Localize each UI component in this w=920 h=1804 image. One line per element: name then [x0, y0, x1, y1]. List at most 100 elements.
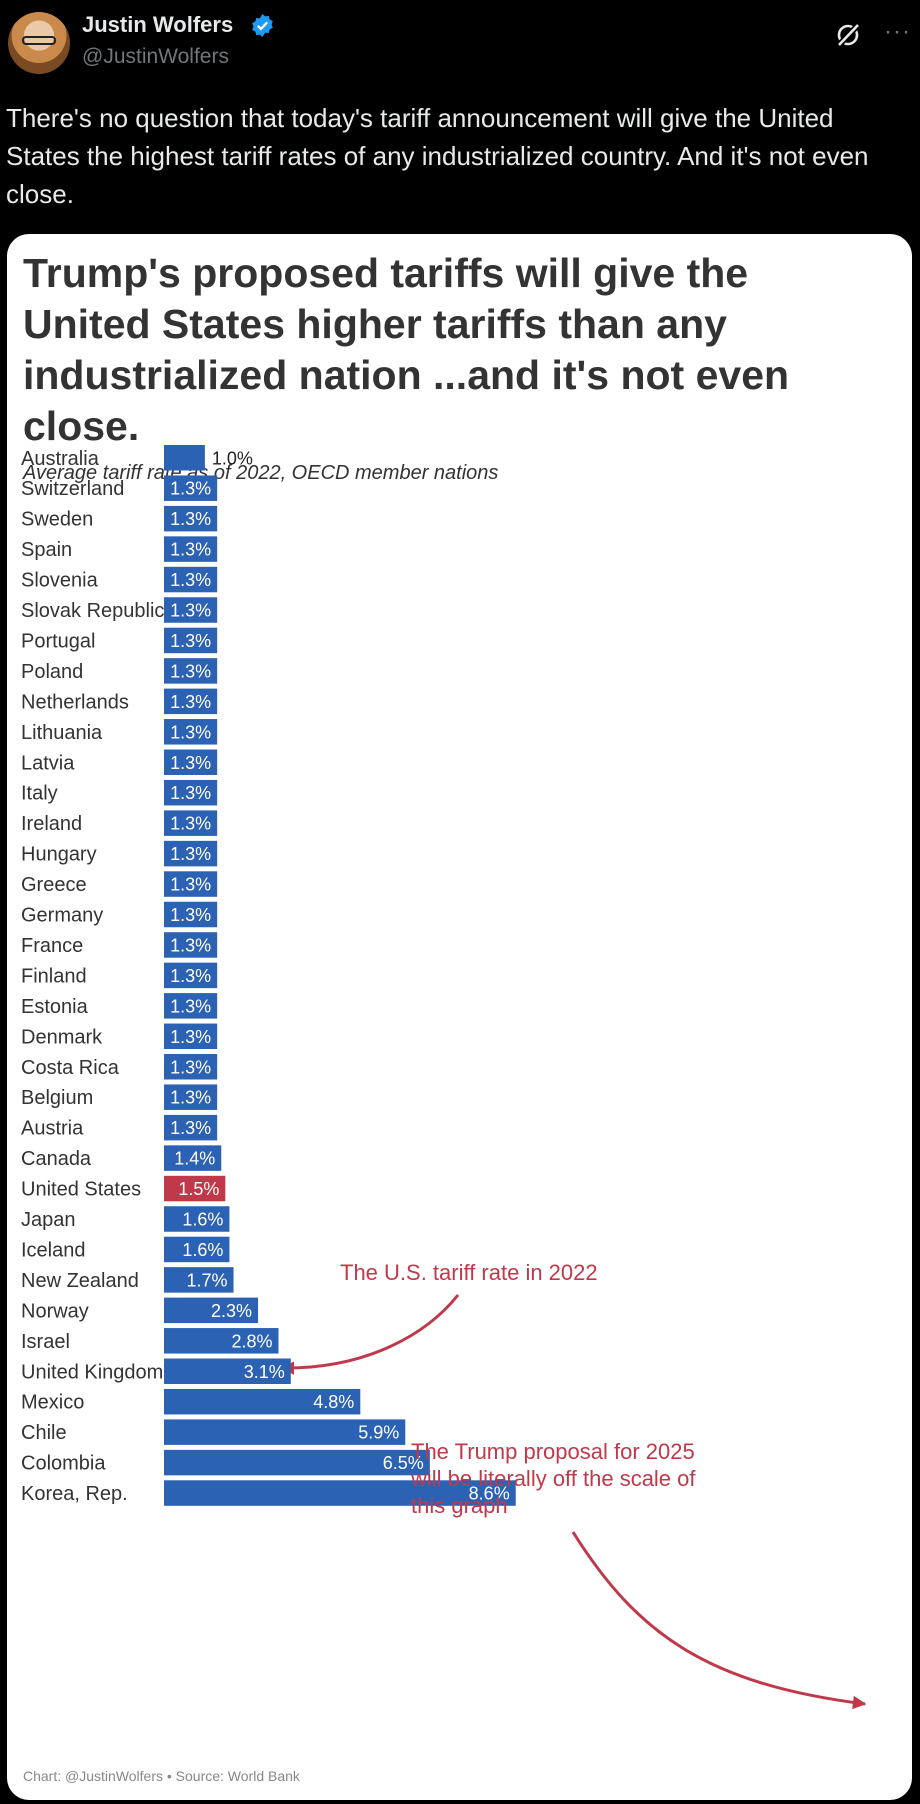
category-label: Switzerland	[21, 478, 124, 500]
category-label: Latvia	[21, 752, 75, 774]
category-label: Poland	[21, 661, 83, 683]
data-label: 1.3%	[170, 692, 211, 712]
more-icon[interactable]: ···	[884, 18, 911, 45]
bar	[164, 1480, 516, 1506]
bar	[164, 840, 218, 867]
bar	[164, 1388, 361, 1415]
bar	[164, 932, 218, 958]
data-label: 4.8%	[313, 1392, 354, 1412]
data-label: 1.3%	[170, 631, 211, 651]
category-label: United Kingdom	[21, 1361, 163, 1383]
data-label: 1.3%	[170, 966, 211, 986]
tweet-text: There's no question that today's tariff …	[6, 103, 869, 209]
bar	[164, 566, 218, 593]
grok-icon[interactable]	[833, 20, 863, 50]
data-label: 1.3%	[170, 661, 211, 681]
category-label: Slovak Republic	[21, 600, 164, 622]
data-label: 1.3%	[170, 905, 211, 925]
category-label: Slovenia	[21, 570, 99, 592]
bar	[164, 1449, 430, 1476]
bar	[164, 1145, 222, 1171]
chart-subtitle: Average tariff rate as of 2022, OECD mem…	[23, 462, 499, 484]
data-label: 1.6%	[182, 1210, 223, 1230]
verified-badge-icon	[252, 14, 273, 37]
bar	[164, 1114, 218, 1141]
bar	[164, 1054, 218, 1080]
category-label: Canada	[21, 1148, 92, 1170]
bar	[164, 1328, 279, 1354]
category-label: New Zealand	[21, 1270, 139, 1292]
bar	[164, 1419, 406, 1445]
category-label: Estonia	[21, 996, 89, 1018]
data-label: 1.3%	[170, 1118, 211, 1138]
data-label: 1.3%	[170, 844, 211, 864]
bar	[164, 1358, 291, 1384]
data-label: 3.1%	[244, 1362, 285, 1382]
data-label: 1.7%	[186, 1270, 227, 1290]
bar	[164, 505, 218, 532]
bar	[164, 871, 218, 897]
category-label: Norway	[21, 1300, 89, 1322]
avatar[interactable]	[8, 12, 70, 74]
data-label: 1.3%	[170, 1088, 211, 1108]
author-name[interactable]: Justin Wolfers	[82, 12, 234, 37]
data-label: 1.3%	[170, 601, 211, 621]
annotation-arrow-proposal	[571, 1531, 867, 1710]
category-label: Denmark	[21, 1026, 103, 1048]
bar	[164, 597, 218, 623]
category-label: Portugal	[21, 630, 96, 652]
bar	[164, 749, 218, 775]
bar	[164, 1236, 230, 1263]
data-label: 1.3%	[170, 753, 211, 773]
data-label: 1.3%	[170, 996, 211, 1016]
category-label: Ireland	[21, 813, 82, 835]
data-label: 1.5%	[178, 1179, 219, 1199]
data-label: 1.0%	[212, 448, 253, 468]
bar	[164, 688, 218, 715]
bar	[164, 993, 218, 1019]
tweet-header: Justin Wolfers @JustinWolfers ···	[0, 0, 920, 100]
data-label: 1.3%	[170, 540, 211, 560]
data-label: 8.6%	[469, 1484, 510, 1504]
chart-source: Chart: @JustinWolfers • Source: World Ba…	[23, 1768, 300, 1784]
bar	[164, 1084, 218, 1110]
annotation-us-2022: The U.S. tariff rate in 2022	[340, 1260, 598, 1285]
bar	[164, 779, 218, 806]
data-label: 1.3%	[170, 570, 211, 590]
data-label: 1.3%	[170, 509, 211, 529]
category-label: Colombia	[21, 1453, 106, 1475]
category-label: Chile	[21, 1422, 67, 1444]
category-label: Israel	[21, 1331, 70, 1353]
category-label: Belgium	[21, 1087, 93, 1109]
bar	[164, 1175, 226, 1202]
bar	[164, 445, 205, 471]
bar-chart: Australia 1.0% Switzerland 1.3% Sweden 1.3% Sp…	[21, 445, 867, 1710]
category-label: Austria	[21, 1118, 84, 1140]
category-label: Italy	[21, 783, 58, 805]
data-label: 1.3%	[170, 814, 211, 834]
data-label: 1.3%	[170, 783, 211, 803]
bar	[164, 658, 218, 684]
data-label: 5.9%	[358, 1423, 399, 1443]
data-label: 1.3%	[170, 479, 211, 499]
data-label: 1.3%	[170, 1027, 211, 1047]
annotation-arrow-us	[280, 1294, 460, 1375]
chart-title: Trump's proposed tariffs will give the U…	[23, 250, 790, 449]
data-label: 2.8%	[231, 1331, 272, 1351]
category-label: Australia	[21, 448, 100, 470]
bar	[164, 1267, 234, 1293]
annotation-trump-proposal: The Trump proposal for 2025 will be lite…	[411, 1439, 696, 1518]
bar	[164, 1297, 259, 1324]
data-label: 2.3%	[211, 1301, 252, 1321]
bar	[164, 1206, 230, 1232]
category-label: Lithuania	[21, 722, 103, 744]
bar	[164, 719, 218, 745]
bar	[164, 962, 218, 989]
data-label: 1.3%	[170, 1057, 211, 1077]
data-label: 1.3%	[170, 722, 211, 742]
category-label: Costa Rica	[21, 1057, 120, 1079]
chart-image-card[interactable]: Trump's proposed tariffs will give the U…	[7, 234, 912, 1800]
data-label: 1.3%	[170, 935, 211, 955]
author-handle[interactable]: @JustinWolfers	[82, 45, 229, 68]
bar	[164, 627, 218, 654]
